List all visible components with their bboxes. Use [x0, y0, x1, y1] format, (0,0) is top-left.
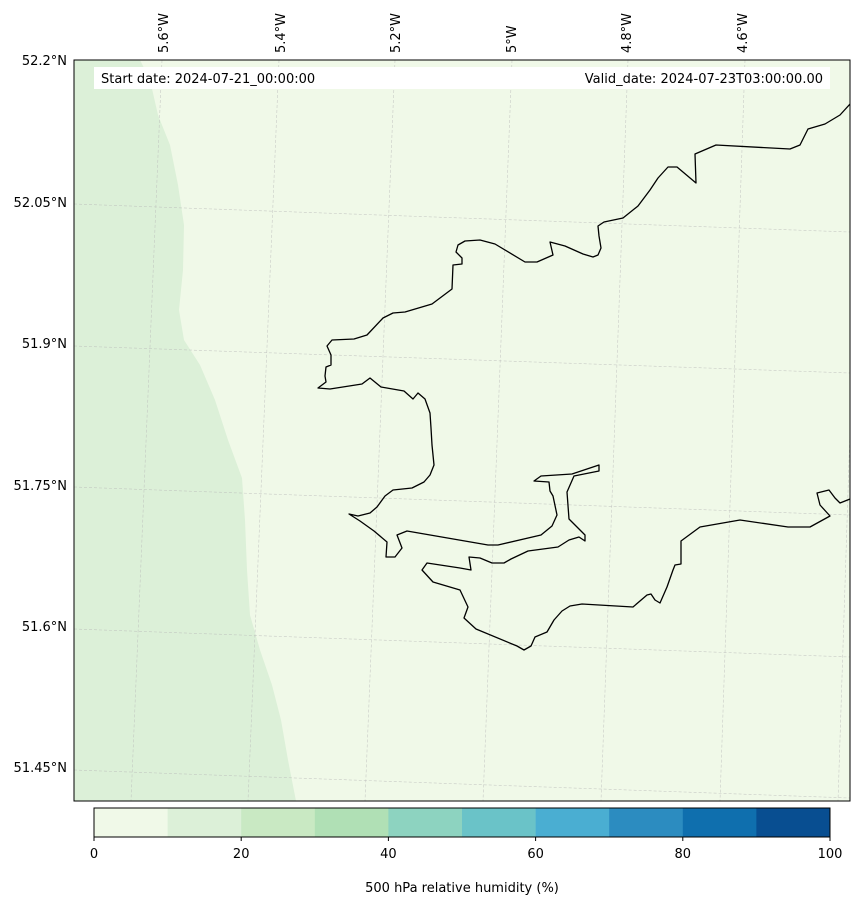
parallel-51.6n: [74, 628, 850, 658]
colorbar-bin: [94, 808, 168, 837]
meridian-5.2w: [364, 60, 396, 801]
colorbar-bin: [535, 808, 610, 837]
lon-label: 4.8°W: [620, 13, 635, 53]
start-date-label: Start date: 2024-07-21_00:00:00: [101, 72, 315, 87]
lon-label: 4.6°W: [736, 13, 751, 53]
colorbar-tick-label: 60: [527, 847, 544, 862]
lat-label: 52.05°N: [14, 196, 67, 211]
colorbar-ticks: 0 20 40 60 80 100: [90, 837, 843, 862]
lat-label: 51.9°N: [22, 337, 67, 352]
colorbar-bin: [682, 808, 757, 837]
colorbar-tick-label: 100: [818, 847, 843, 862]
colorbar-bin: [167, 808, 242, 837]
colorbar-bins: [94, 808, 831, 837]
lon-label: 5°W: [505, 25, 520, 53]
meridian-4.6w: [719, 60, 746, 801]
parallel-51.45n: [74, 769, 850, 799]
graticule: [74, 60, 850, 801]
colorbar-bin: [462, 808, 536, 837]
date-info-bar: [94, 67, 830, 89]
lon-label: 5.2°W: [389, 13, 404, 53]
colorbar-tick-label: 0: [90, 847, 98, 862]
colorbar-bin: [756, 808, 831, 837]
meridian-4.8w: [600, 60, 629, 801]
colorbar-label: 500 hPa relative humidity (%): [365, 881, 559, 896]
colorbar-bin: [609, 808, 684, 837]
colorbar-tick-label: 40: [380, 847, 397, 862]
meridian-5.4w: [247, 60, 280, 801]
meridian-5w: [482, 60, 513, 801]
parallel-51.9n: [74, 345, 850, 374]
meridian-4.4w: [837, 421, 850, 801]
parallel-52.05n: [74, 203, 850, 233]
colorbar-bin: [388, 808, 463, 837]
lat-label: 51.6°N: [22, 620, 67, 635]
lat-label: 52.2°N: [22, 54, 67, 69]
colorbar-bin: [314, 808, 389, 837]
longitude-labels: 5.6°W 5.4°W 5.2°W 5°W 4.8°W 4.6°W: [157, 13, 751, 53]
humidity-band-10-20: [74, 60, 296, 801]
plot-frame: [73, 59, 851, 802]
lat-label: 51.45°N: [14, 761, 67, 776]
parallel-51.75n: [74, 486, 850, 516]
coastline: [317, 103, 850, 651]
valid-date-label: Valid_date: 2024-07-23T03:00:00.00: [585, 72, 823, 87]
lon-label: 5.6°W: [157, 13, 172, 53]
latitude-labels: 52.2°N 52.05°N 51.9°N 51.75°N 51.6°N 51.…: [14, 54, 67, 776]
colorbar-frame: [93, 807, 831, 838]
coastline-main: [317, 103, 850, 651]
lon-label: 5.4°W: [274, 13, 289, 53]
colorbar: 0 20 40 60 80 100 500 hPa relative humidity (…: [90, 807, 843, 896]
colorbar-tick-label: 80: [675, 847, 692, 862]
colorbar-tick-label: 20: [233, 847, 250, 862]
meridian-5.6w: [130, 60, 163, 801]
lat-label: 51.75°N: [14, 479, 67, 494]
colorbar-bin: [241, 808, 316, 837]
